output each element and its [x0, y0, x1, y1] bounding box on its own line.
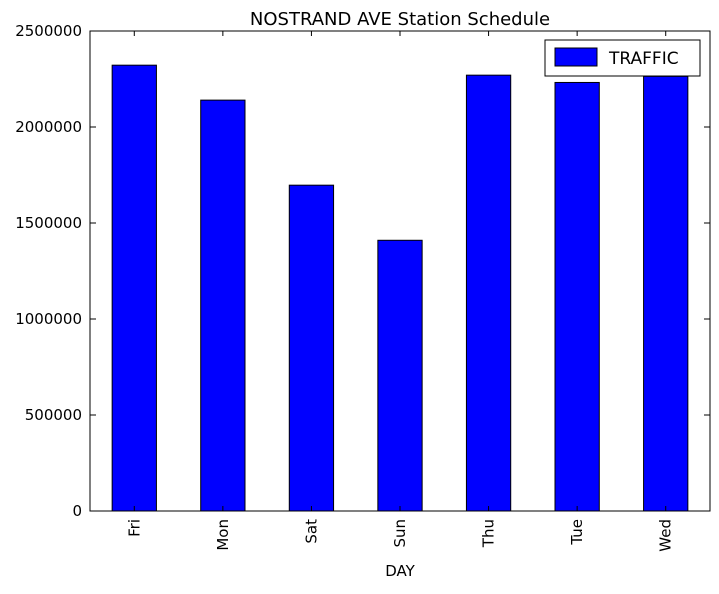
x-axis-label: DAY: [385, 562, 415, 580]
x-tick-label: Fri: [125, 519, 143, 537]
bar-sat: [288, 184, 335, 512]
x-tick-label: Mon: [214, 519, 232, 551]
bar-sun: [377, 239, 423, 512]
y-tick-label: 2500000: [15, 22, 82, 40]
bar-fri: [111, 64, 157, 512]
x-tick-label: Sun: [391, 519, 409, 548]
bar-mon: [200, 99, 246, 512]
x-tick-label: Wed: [657, 519, 675, 552]
bar-tue: [554, 81, 600, 512]
y-tick-label: 2000000: [15, 118, 82, 136]
y-tick-label: 500000: [25, 406, 82, 424]
y-tick-label: 1500000: [15, 214, 82, 232]
y-axis: 0 500000 1000000 1500000 2000000 2500000: [15, 22, 710, 520]
legend-label: TRAFFIC: [608, 49, 679, 69]
legend-swatch: [554, 47, 598, 67]
x-axis: Fri Mon Sat Sun Thu Tue Wed: [125, 31, 675, 552]
x-tick-label: Sat: [302, 519, 320, 544]
x-tick-label: Tue: [568, 519, 586, 546]
y-tick-label: 0: [72, 502, 82, 520]
x-tick-label: Thu: [480, 519, 498, 548]
bars-layer: [111, 64, 689, 512]
chart-title: NOSTRAND AVE Station Schedule: [250, 9, 550, 30]
bar-wed: [643, 75, 689, 512]
bar-thu: [465, 74, 512, 512]
legend: TRAFFIC: [544, 39, 701, 77]
y-tick-label: 1000000: [15, 310, 82, 328]
